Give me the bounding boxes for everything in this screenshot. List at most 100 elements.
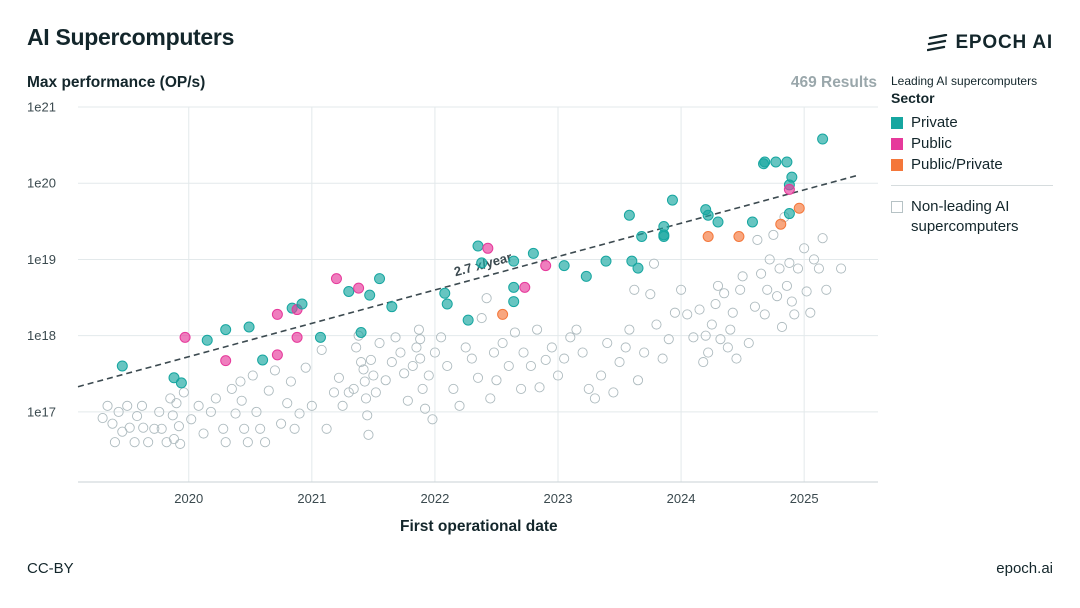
non-leading-point[interactable]	[351, 342, 362, 353]
non-leading-point[interactable]	[694, 304, 705, 315]
non-leading-point[interactable]	[602, 337, 613, 349]
non-leading-point[interactable]	[399, 368, 410, 379]
leading-point-private[interactable]	[508, 255, 520, 267]
non-leading-point[interactable]	[337, 400, 348, 411]
leading-point-public[interactable]	[330, 273, 342, 285]
leading-point-private[interactable]	[527, 247, 539, 259]
non-leading-point[interactable]	[386, 357, 397, 368]
leading-point-public-private[interactable]	[497, 308, 509, 320]
non-leading-point[interactable]	[300, 362, 311, 373]
non-leading-point[interactable]	[821, 284, 832, 295]
non-leading-point[interactable]	[156, 423, 167, 434]
non-leading-point[interactable]	[365, 354, 376, 366]
non-leading-point[interactable]	[165, 393, 176, 404]
non-leading-point[interactable]	[682, 309, 693, 320]
leading-point-private[interactable]	[712, 216, 724, 228]
leading-point-private[interactable]	[472, 240, 484, 252]
non-leading-point[interactable]	[727, 307, 738, 318]
leading-point-private[interactable]	[476, 257, 488, 269]
non-leading-point[interactable]	[413, 324, 424, 335]
leading-point-private[interactable]	[759, 156, 771, 168]
non-leading-point[interactable]	[688, 332, 699, 343]
non-leading-point[interactable]	[715, 334, 726, 345]
non-leading-point[interactable]	[583, 383, 594, 394]
non-leading-point[interactable]	[122, 400, 133, 411]
non-leading-point[interactable]	[269, 365, 280, 376]
leading-point-public[interactable]	[783, 183, 795, 195]
leading-point-public[interactable]	[220, 355, 232, 367]
leading-point-public[interactable]	[519, 281, 531, 293]
leading-point-public[interactable]	[271, 349, 283, 361]
non-leading-point[interactable]	[762, 284, 773, 295]
leading-point-private[interactable]	[374, 273, 386, 285]
leading-point-private[interactable]	[508, 281, 520, 293]
non-leading-point[interactable]	[395, 347, 406, 358]
leading-point-private[interactable]	[623, 209, 635, 221]
non-leading-point[interactable]	[171, 398, 182, 409]
leading-point-private[interactable]	[783, 208, 795, 220]
non-leading-point[interactable]	[306, 400, 317, 411]
non-leading-point[interactable]	[836, 263, 847, 274]
leading-point-private[interactable]	[626, 255, 638, 267]
non-leading-point[interactable]	[799, 243, 810, 254]
leading-point-private[interactable]	[243, 321, 255, 333]
non-leading-point[interactable]	[448, 383, 459, 394]
leading-point-private[interactable]	[558, 260, 570, 272]
non-leading-point[interactable]	[614, 357, 625, 368]
non-leading-point[interactable]	[109, 437, 120, 448]
non-leading-point[interactable]	[645, 289, 656, 300]
leading-point-private[interactable]	[702, 209, 714, 221]
non-leading-point[interactable]	[289, 423, 300, 434]
leading-point-public-private[interactable]	[733, 230, 745, 242]
non-leading-point[interactable]	[525, 360, 536, 372]
leading-point-private[interactable]	[386, 301, 398, 313]
non-leading-point[interactable]	[374, 337, 385, 349]
non-leading-point[interactable]	[764, 254, 775, 265]
non-leading-point[interactable]	[226, 383, 237, 394]
leading-point-private[interactable]	[658, 230, 670, 242]
non-leading-point[interactable]	[417, 383, 428, 394]
non-leading-point[interactable]	[178, 387, 189, 398]
non-leading-point[interactable]	[491, 375, 502, 386]
leading-point-public-private[interactable]	[793, 202, 805, 214]
non-leading-point[interactable]	[722, 342, 733, 353]
non-leading-point[interactable]	[772, 291, 783, 302]
non-leading-point[interactable]	[503, 360, 514, 372]
legend-item-public[interactable]: Public	[891, 133, 1061, 154]
non-leading-point[interactable]	[175, 438, 186, 449]
non-leading-point[interactable]	[497, 337, 508, 349]
leading-point-private[interactable]	[770, 156, 782, 168]
leading-point-private[interactable]	[168, 372, 180, 384]
non-leading-point[interactable]	[242, 437, 253, 448]
non-leading-point[interactable]	[460, 342, 471, 353]
non-leading-point[interactable]	[411, 342, 422, 353]
leading-point-private[interactable]	[355, 327, 367, 339]
non-leading-point[interactable]	[731, 353, 742, 364]
leading-point-private[interactable]	[201, 334, 213, 346]
non-leading-point[interactable]	[230, 408, 241, 419]
non-leading-point[interactable]	[756, 268, 767, 279]
non-leading-point[interactable]	[348, 383, 359, 394]
non-leading-point[interactable]	[639, 347, 650, 358]
non-leading-point[interactable]	[260, 437, 271, 448]
non-leading-point[interactable]	[333, 372, 344, 383]
non-leading-point[interactable]	[124, 422, 135, 433]
non-leading-point[interactable]	[786, 296, 797, 307]
leading-point-private[interactable]	[314, 331, 326, 343]
non-leading-point[interactable]	[97, 412, 108, 424]
non-leading-point[interactable]	[509, 327, 520, 338]
non-leading-point[interactable]	[518, 347, 529, 358]
non-leading-point[interactable]	[138, 422, 149, 433]
non-leading-point[interactable]	[154, 406, 165, 417]
non-leading-point[interactable]	[236, 395, 247, 406]
non-leading-point[interactable]	[282, 398, 293, 409]
leading-point-public-private[interactable]	[702, 230, 714, 242]
non-leading-point[interactable]	[442, 360, 453, 372]
non-leading-point[interactable]	[294, 408, 305, 419]
non-leading-point[interactable]	[546, 342, 557, 353]
leading-point-private[interactable]	[175, 377, 187, 389]
non-leading-point[interactable]	[102, 400, 113, 411]
non-leading-point[interactable]	[210, 393, 221, 404]
non-leading-point[interactable]	[407, 360, 418, 372]
non-leading-point[interactable]	[476, 313, 487, 324]
